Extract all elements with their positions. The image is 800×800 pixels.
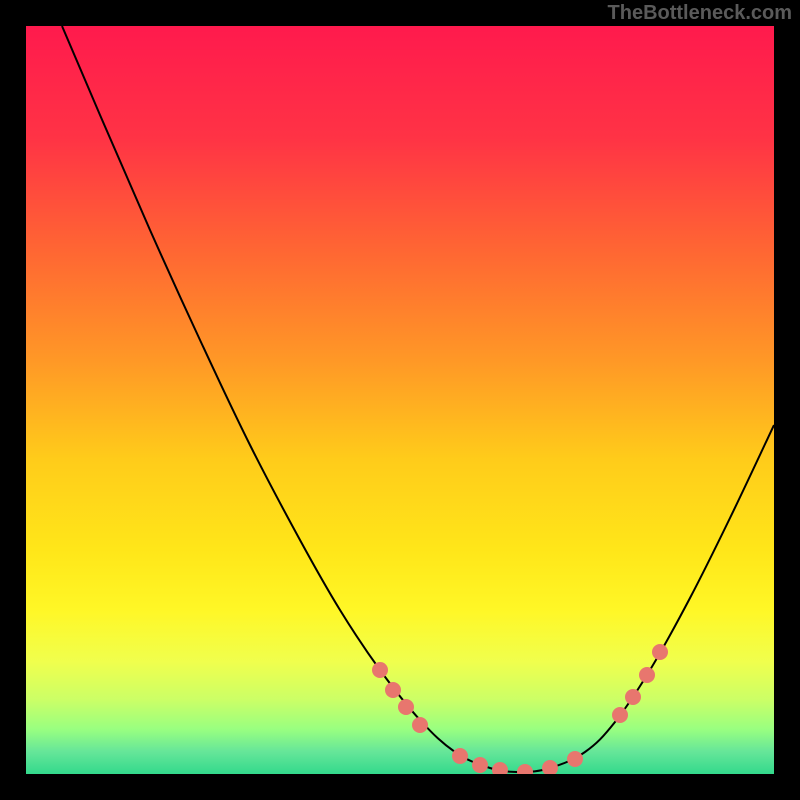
chart-plot-area: [26, 26, 774, 774]
bottleneck-curve: [62, 26, 774, 772]
curve-marker: [385, 682, 401, 698]
curve-marker: [412, 717, 428, 733]
curve-marker: [625, 689, 641, 705]
watermark-text: TheBottleneck.com: [608, 2, 792, 25]
curve-marker: [372, 662, 388, 678]
curve-marker: [472, 757, 488, 773]
chart-curve-layer: [26, 26, 774, 774]
curve-marker: [612, 707, 628, 723]
curve-marker: [492, 762, 508, 774]
curve-marker: [398, 699, 414, 715]
curve-marker: [542, 760, 558, 774]
curve-marker: [517, 764, 533, 774]
marker-group: [372, 644, 668, 774]
curve-marker: [452, 748, 468, 764]
curve-marker: [639, 667, 655, 683]
curve-marker: [567, 751, 583, 767]
curve-marker: [652, 644, 668, 660]
